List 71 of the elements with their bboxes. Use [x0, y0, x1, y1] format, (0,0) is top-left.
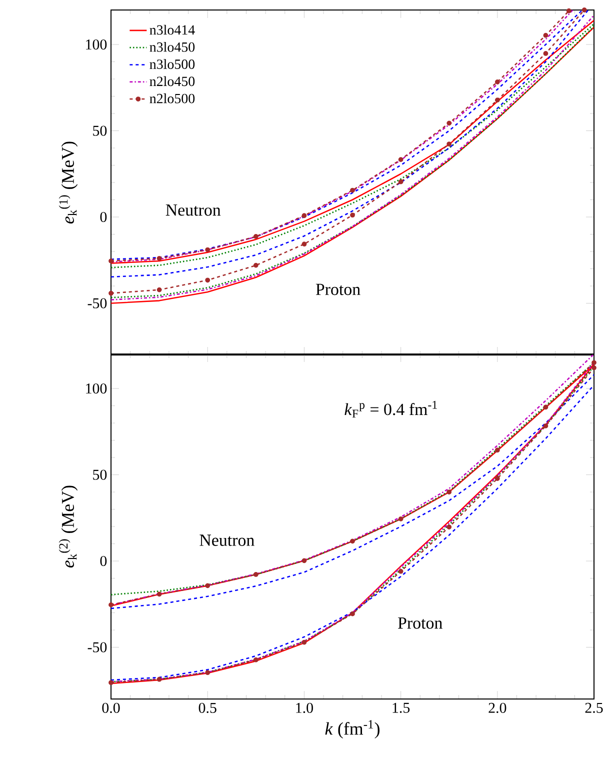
point: [566, 8, 572, 14]
y-tick-label: 0: [100, 212, 107, 222]
point: [302, 640, 307, 645]
point: [446, 490, 452, 494]
point: [494, 476, 500, 481]
annotation: Proton: [316, 284, 360, 296]
annotation: Neutron: [166, 204, 221, 216]
legend-label: n2lo500: [150, 93, 195, 104]
point: [205, 278, 210, 283]
y-tick-label: 100: [86, 39, 107, 50]
point: [592, 365, 596, 370]
y-tick-label: 0: [100, 556, 107, 566]
y-tick-label: 50: [93, 126, 107, 136]
point: [543, 32, 548, 38]
point: [108, 602, 114, 608]
point: [108, 680, 114, 686]
point: [156, 592, 162, 597]
y-tick-label: -50: [88, 642, 107, 652]
y-tick-label: -50: [88, 298, 107, 308]
point: [398, 568, 404, 574]
point: [446, 120, 452, 126]
annotation: Proton: [398, 617, 442, 629]
annotation: Neutron: [200, 534, 254, 546]
point: [350, 188, 355, 193]
point: [156, 676, 162, 682]
annotation: k$_{F}$$^{p}$ = 0.4 fm$^{-1}$: [344, 400, 437, 418]
point: [253, 262, 258, 268]
point: [108, 258, 114, 264]
point: [302, 558, 307, 564]
point: [494, 448, 500, 453]
point: [543, 424, 548, 428]
point: [302, 242, 307, 247]
y-axis-title: e$_{k}$$^{(2)}$ (MeV): [58, 486, 78, 568]
point: [582, 8, 587, 12]
point: [302, 213, 307, 218]
point: [253, 572, 258, 577]
point: [446, 524, 452, 530]
point: [350, 538, 355, 544]
x-tick-label: 2.0: [488, 702, 506, 713]
y-tick-label: 100: [86, 383, 107, 394]
x-tick-label: 0.5: [198, 702, 216, 713]
point: [205, 670, 210, 676]
point: [205, 583, 210, 588]
legend-label: n3lo414: [150, 24, 195, 35]
point: [350, 212, 355, 218]
point: [253, 234, 258, 239]
point: [592, 360, 596, 366]
y-axis-title: e$_{k}$$^{(1)}$ (MeV): [58, 142, 78, 224]
point: [205, 247, 210, 252]
legend-label: n2lo450: [150, 76, 195, 86]
point: [398, 179, 404, 184]
x-axis-title: k (fm$^{-1}$): [325, 720, 380, 738]
point: [494, 79, 500, 84]
x-tick-label: 1.5: [392, 702, 410, 713]
x-tick-label: 0.0: [102, 702, 120, 713]
point: [494, 98, 500, 102]
point: [446, 142, 452, 146]
x-tick-label: 2.5: [585, 702, 603, 713]
legend-label: n3lo450: [150, 42, 195, 52]
point: [108, 290, 114, 296]
point: [543, 404, 548, 410]
point: [253, 657, 258, 662]
point: [156, 256, 162, 261]
x-tick-label: 1.0: [296, 702, 313, 713]
point: [543, 51, 548, 56]
point: [398, 157, 404, 162]
legend-label: n3lo500: [150, 59, 195, 69]
point: [156, 287, 162, 292]
point: [398, 516, 404, 522]
point: [350, 611, 355, 616]
y-tick-label: 50: [93, 470, 107, 480]
